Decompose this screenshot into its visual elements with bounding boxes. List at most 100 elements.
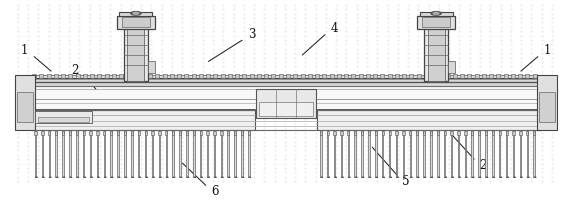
Bar xyxy=(506,130,507,177)
Bar xyxy=(39,74,43,78)
Bar xyxy=(235,130,236,177)
Bar xyxy=(172,131,174,135)
Circle shape xyxy=(433,12,439,14)
Bar xyxy=(206,74,210,78)
Bar xyxy=(179,130,181,177)
Bar xyxy=(471,131,474,135)
Bar xyxy=(213,74,217,78)
Bar xyxy=(264,74,268,78)
Bar xyxy=(329,74,333,78)
Bar xyxy=(388,131,391,135)
Bar xyxy=(96,131,98,135)
Bar xyxy=(134,74,138,78)
Bar xyxy=(417,16,455,29)
Bar xyxy=(308,74,312,78)
Bar xyxy=(355,130,356,177)
Bar xyxy=(453,74,457,78)
Bar xyxy=(451,130,452,177)
Bar xyxy=(152,131,154,135)
Bar xyxy=(83,130,85,177)
Bar xyxy=(250,74,254,78)
Bar xyxy=(148,61,155,73)
Bar xyxy=(485,131,487,135)
Bar xyxy=(145,131,147,135)
Bar xyxy=(124,130,126,177)
Bar xyxy=(460,74,464,78)
Bar xyxy=(315,74,319,78)
Bar xyxy=(423,131,425,135)
Bar xyxy=(35,111,92,123)
Text: 1: 1 xyxy=(21,44,29,57)
Bar xyxy=(317,110,540,130)
Bar xyxy=(373,74,377,78)
Bar xyxy=(496,74,500,78)
Bar xyxy=(32,74,36,78)
Bar xyxy=(97,74,101,78)
Bar xyxy=(402,131,404,135)
Bar xyxy=(131,131,133,135)
Bar xyxy=(448,61,455,73)
Bar xyxy=(437,130,439,177)
Bar xyxy=(492,131,494,135)
Bar xyxy=(416,74,420,78)
Bar xyxy=(499,130,500,177)
Bar xyxy=(334,130,335,177)
Bar xyxy=(119,74,123,78)
Bar xyxy=(396,130,397,177)
Bar xyxy=(62,131,64,135)
Bar xyxy=(293,74,297,78)
Bar xyxy=(520,130,521,177)
Bar xyxy=(170,74,174,78)
Bar xyxy=(286,74,290,78)
Bar xyxy=(431,74,435,78)
Bar xyxy=(489,74,493,78)
Bar xyxy=(467,74,471,78)
Bar xyxy=(120,12,153,16)
Bar xyxy=(248,130,249,177)
Bar xyxy=(430,131,432,135)
Bar xyxy=(138,130,140,177)
Bar xyxy=(124,131,126,135)
Bar xyxy=(103,131,105,135)
Bar xyxy=(451,131,453,135)
Bar xyxy=(227,131,229,135)
Bar xyxy=(419,12,452,16)
Bar xyxy=(156,74,160,78)
Bar xyxy=(533,131,535,135)
Bar xyxy=(410,74,414,78)
Bar xyxy=(424,74,428,78)
Bar xyxy=(158,131,161,135)
Bar xyxy=(220,131,223,135)
Bar xyxy=(368,131,370,135)
Bar xyxy=(69,130,70,177)
Bar xyxy=(344,74,348,78)
Bar xyxy=(506,131,508,135)
Bar xyxy=(526,74,530,78)
Bar xyxy=(213,131,216,135)
Bar xyxy=(341,130,342,177)
Bar xyxy=(199,74,203,78)
Bar xyxy=(97,130,98,177)
Bar xyxy=(76,74,80,78)
Bar xyxy=(122,17,150,27)
Bar xyxy=(177,74,181,78)
Bar xyxy=(186,131,188,135)
Bar xyxy=(446,74,450,78)
Bar xyxy=(458,131,460,135)
Bar xyxy=(193,130,194,177)
Bar xyxy=(478,130,480,177)
Bar xyxy=(15,75,35,130)
Bar xyxy=(430,130,432,177)
Bar xyxy=(518,74,522,78)
Bar xyxy=(427,29,444,81)
Circle shape xyxy=(133,12,139,14)
Bar xyxy=(438,74,442,78)
Bar xyxy=(126,74,130,78)
Bar xyxy=(416,131,418,135)
Bar xyxy=(41,131,43,135)
Bar xyxy=(256,89,316,118)
Text: 2: 2 xyxy=(479,159,487,172)
Bar xyxy=(165,131,168,135)
Bar xyxy=(464,130,466,177)
Circle shape xyxy=(431,12,441,15)
